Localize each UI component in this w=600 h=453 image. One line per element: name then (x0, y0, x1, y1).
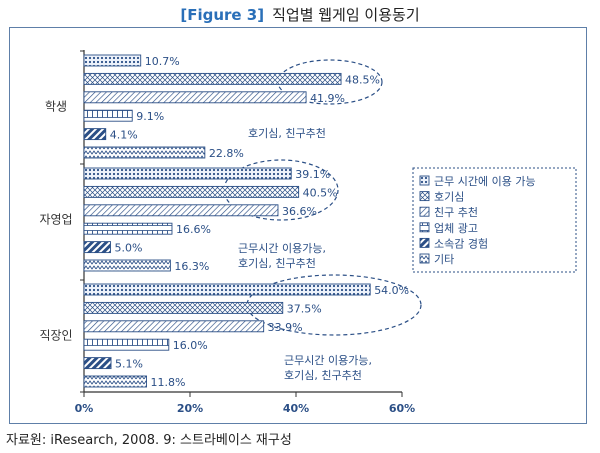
data-label: 4.1% (110, 129, 138, 142)
data-label: 9.1% (136, 110, 164, 123)
data-label: 22.8% (209, 147, 244, 160)
chart-title: 직업별 웹게임 이용동기 (272, 6, 420, 24)
data-label: 40.5% (303, 186, 338, 199)
data-label: 33.9% (268, 321, 303, 334)
data-label: 16.6% (176, 223, 211, 236)
legend-label: 기타 (434, 253, 454, 266)
chart-title-row: [Figure 3] 직업별 웹게임 이용동기 (0, 4, 600, 25)
bar (83, 241, 111, 254)
x-tick-label: 60% (389, 402, 415, 415)
bar (83, 72, 342, 85)
bar (83, 204, 279, 217)
legend-box (412, 167, 577, 273)
annotation-text: 호기심, 친구추천 (248, 126, 326, 140)
source-note: 자료원: iResearch, 2008. 9: 스트라베이스 재구성 (6, 433, 292, 448)
legend-swatch (419, 222, 430, 233)
data-label: 37.5% (287, 302, 322, 315)
bar (83, 167, 292, 180)
data-label: 5.1% (115, 358, 143, 371)
data-label: 54.0% (374, 284, 409, 297)
bar (83, 109, 133, 122)
category-label: 학생 (45, 100, 67, 114)
legend-label: 업체 광고 (434, 222, 478, 235)
bar (83, 375, 147, 388)
figure-label: [Figure 3] (180, 6, 265, 24)
annotation-text: 근무시간 이용가능, (284, 354, 372, 367)
bar (83, 54, 142, 67)
annotation-text: 호기심, 친구추천 (238, 256, 316, 270)
data-label: 48.5% (345, 73, 380, 86)
data-label: 39.1% (295, 168, 330, 181)
data-label: 36.6% (282, 205, 317, 218)
bar (83, 91, 307, 104)
plot-area: 0% 20% 40% 60% 학생 10.7% 48.5%41.9% 9.1% 4.1% 22.8… (39, 50, 577, 415)
bar (83, 357, 112, 370)
bar (83, 128, 107, 141)
data-label: 16.0% (173, 339, 208, 352)
bar (83, 222, 173, 235)
legend-label: 친구 추천 (434, 205, 478, 219)
data-label: 5.0% (115, 242, 143, 255)
legend-label: 호기심 (434, 191, 464, 204)
legend-swatch (419, 175, 430, 186)
bar (83, 185, 300, 198)
legend-swatch (419, 191, 430, 202)
legend-swatch (419, 253, 430, 264)
x-tick-label: 0% (75, 402, 94, 415)
legend-swatch (419, 206, 430, 217)
bar (83, 259, 171, 272)
highlight-ellipse (223, 159, 339, 221)
bar (83, 283, 371, 296)
data-label: 16.3% (174, 260, 209, 273)
data-label: 10.7% (145, 55, 180, 68)
bar (83, 301, 284, 314)
x-tick-label: 40% (283, 402, 309, 415)
legend-swatch (419, 237, 430, 248)
x-tick-label: 20% (177, 402, 203, 415)
bar (83, 320, 265, 333)
highlight-ellipse (246, 274, 422, 336)
bar (83, 338, 170, 351)
annotation-text: 호기심, 친구추천 (284, 368, 362, 382)
category-label: 직장인 (39, 329, 72, 343)
legend-label: 근무 시간에 이용 가능 (434, 175, 536, 188)
data-label: 11.8% (151, 376, 186, 389)
annotation-text: 근무시간 이용가능, (238, 242, 326, 255)
legend-label: 소속감 경험 (434, 237, 488, 250)
bar (83, 146, 206, 159)
data-label: 41.9% (310, 92, 345, 105)
category-label: 자영업 (39, 213, 72, 227)
